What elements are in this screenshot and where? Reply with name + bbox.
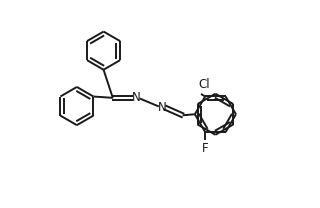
- Text: N: N: [132, 91, 141, 104]
- Text: F: F: [202, 142, 208, 155]
- Text: Cl: Cl: [198, 78, 210, 91]
- Text: N: N: [158, 101, 166, 114]
